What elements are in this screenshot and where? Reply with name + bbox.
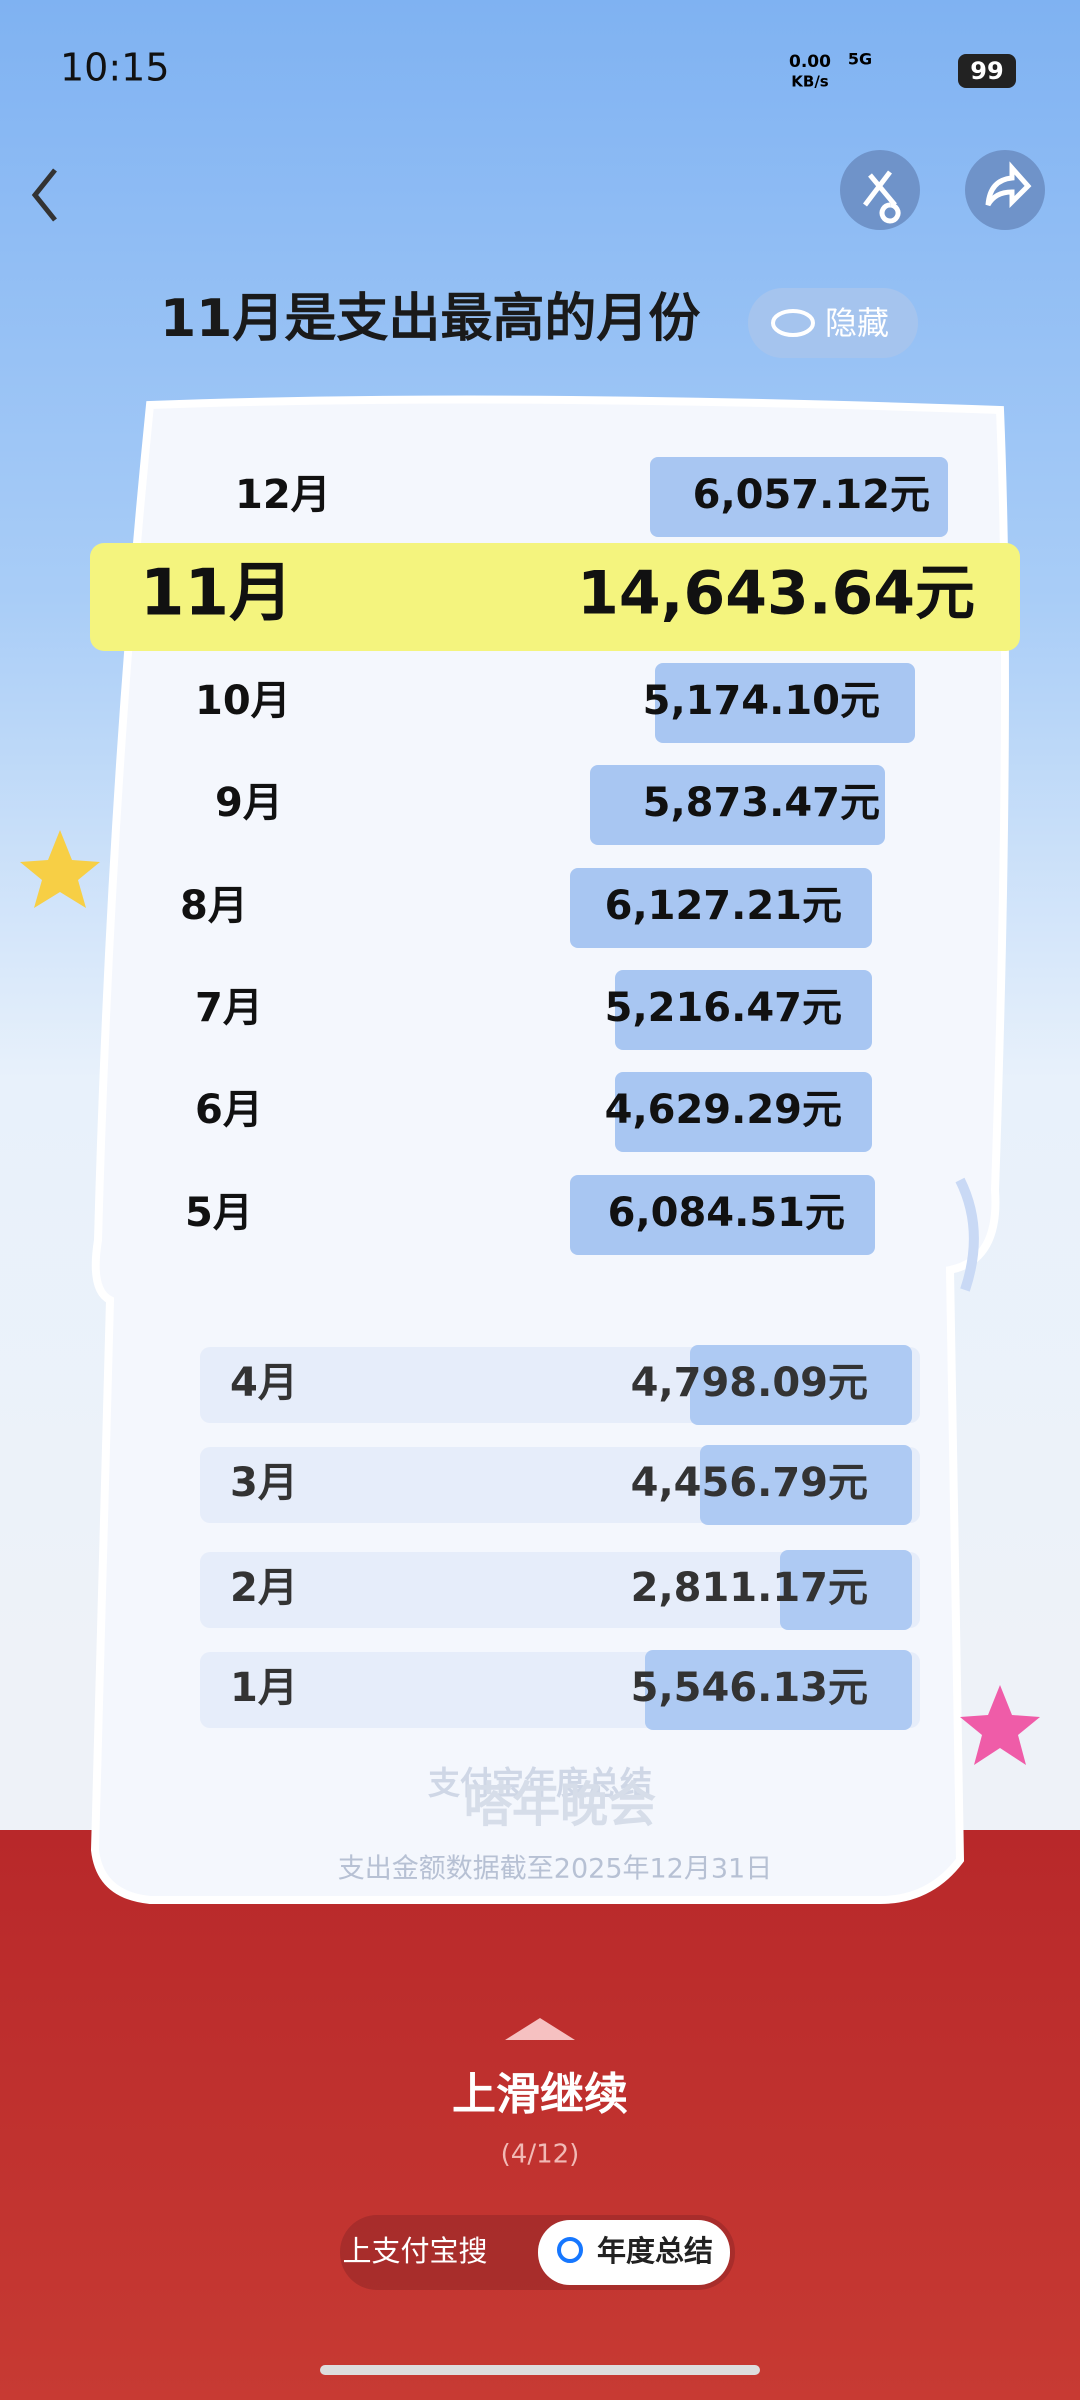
page-indicator: (4/12) <box>501 2140 580 2170</box>
battery <box>958 54 1016 88</box>
month-label: 1月 <box>230 1665 298 1711</box>
amount-highlight <box>780 1550 912 1630</box>
amount-highlight <box>655 663 915 743</box>
amount-highlight <box>570 868 872 948</box>
battery-level: 99 <box>970 57 1003 85</box>
signal: 5G <box>848 50 872 69</box>
month-label: 6月 <box>195 1087 263 1133</box>
paper-curl <box>955 1177 979 1292</box>
note: 支出金额数据截至2025年12月31日 <box>338 1854 772 1885</box>
amount-highlight <box>570 1175 875 1255</box>
amount-label: 5,546.13元 <box>631 1665 868 1711</box>
row-band <box>200 1552 920 1628</box>
search-term[interactable]: 年度总结 <box>597 2234 713 2268</box>
search-icon <box>557 2237 583 2263</box>
amount-highlight <box>645 1650 912 1730</box>
month-label: 11月 <box>140 557 293 631</box>
hide-label[interactable]: 隐藏 <box>825 304 889 342</box>
hide-pill[interactable] <box>748 288 918 358</box>
star <box>20 830 100 908</box>
amount-label: 2,811.17元 <box>631 1565 868 1611</box>
amount-highlight <box>590 765 885 845</box>
time: 10:15 <box>60 46 170 90</box>
share-icon <box>985 161 1032 209</box>
amount-label: 6,057.12元 <box>693 472 930 518</box>
amount-label: 4,629.29元 <box>605 1087 842 1133</box>
month-label: 4月 <box>230 1360 298 1406</box>
logo-small: 支付宝年度总结 <box>428 1764 652 1802</box>
logo-big: 嗒年晚会 <box>464 1777 656 1833</box>
amount-label: 6,127.21元 <box>605 883 842 929</box>
amount-highlight <box>690 1345 912 1425</box>
amount-highlight <box>615 1072 872 1152</box>
month-label: 9月 <box>215 780 283 826</box>
month-label: 12月 <box>235 472 331 518</box>
amount-label: 5,216.47元 <box>605 985 842 1031</box>
share-button[interactable] <box>965 150 1045 230</box>
month-label: 2月 <box>230 1565 298 1611</box>
month-label: 8月 <box>180 883 248 929</box>
amount-highlight <box>615 970 872 1050</box>
back-button[interactable] <box>31 168 57 222</box>
home-indicator <box>320 2365 760 2375</box>
music-icon <box>863 170 901 224</box>
star <box>960 1685 1040 1765</box>
net-speed: 0.00 <box>789 52 831 72</box>
amount-label: 14,643.64元 <box>577 559 975 629</box>
amount-label: 4,798.09元 <box>631 1360 868 1406</box>
eye-icon <box>771 309 815 337</box>
amount-highlight <box>650 457 948 537</box>
amount-label: 5,873.47元 <box>643 780 880 826</box>
month-label: 10月 <box>195 678 291 724</box>
amount-label: 4,456.79元 <box>631 1460 868 1506</box>
amount-highlight <box>700 1445 912 1525</box>
red-floor <box>0 1830 1080 2400</box>
swipe-label: 上滑继续 <box>452 2069 628 2120</box>
highlight-band <box>90 543 1020 651</box>
search-term-pill <box>538 2220 730 2285</box>
month-label: 3月 <box>230 1460 298 1506</box>
month-label: 7月 <box>195 985 263 1031</box>
month-label: 5月 <box>185 1190 253 1236</box>
title: 11月是支出最高的月份 <box>160 289 700 349</box>
amount-label: 5,174.10元 <box>643 678 880 724</box>
net-unit: KB/s <box>791 73 829 91</box>
search-prefix[interactable]: 上支付宝搜 <box>342 2234 487 2268</box>
swipe-arrow <box>505 2018 575 2040</box>
amount-label: 6,084.51元 <box>608 1190 845 1236</box>
